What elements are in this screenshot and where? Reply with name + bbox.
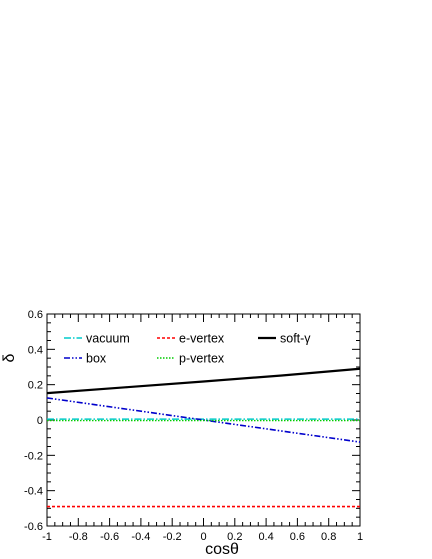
series-lines	[46, 367, 361, 508]
x-tick-label: -1	[42, 531, 52, 543]
y-tick-label: -0.6	[24, 521, 43, 533]
x-tick-label: 0	[200, 531, 206, 543]
legend-label-p-vertex: p-vertex	[179, 352, 225, 366]
legend-label-e-vertex: e-vertex	[179, 332, 225, 346]
legend: vacuum box e-vertex p-vertex soft-γ	[64, 332, 311, 366]
x-tick-label: -0.8	[69, 531, 88, 543]
y-tick-label: 0.6	[28, 309, 43, 321]
x-tick-label: 0.6	[290, 531, 305, 543]
y-tick-label: -0.4	[24, 486, 43, 498]
x-tick-label: 1	[357, 531, 363, 543]
x-tick-label: 0.4	[258, 531, 273, 543]
x-tick-label: 0.8	[321, 531, 336, 543]
axis-ticks: -1 -0.8 -0.6 -0.4 -0.2 0 0.2 0.4 0.6 0.8 1 -0.6 -0.4…	[24, 309, 363, 543]
legend-label-soft-: soft-γ	[280, 332, 311, 346]
legend-label-box: box	[86, 352, 107, 366]
y-tick-label: 0.4	[28, 344, 43, 356]
x-tick-label: -0.2	[163, 531, 182, 543]
x-tick-label: -0.6	[100, 531, 119, 543]
y-tick-label: -0.2	[24, 450, 43, 462]
y-axis-title: δ	[1, 353, 18, 362]
y-tick-label: 0.2	[28, 380, 43, 392]
legend-label-vacuum: vacuum	[86, 332, 130, 346]
x-tick-label: 0.2	[227, 531, 242, 543]
x-axis-title: cosθ	[205, 541, 239, 558]
x-tick-label: -0.4	[131, 531, 150, 543]
y-tick-label: 0	[37, 415, 43, 427]
series-line-soft-	[46, 367, 361, 395]
